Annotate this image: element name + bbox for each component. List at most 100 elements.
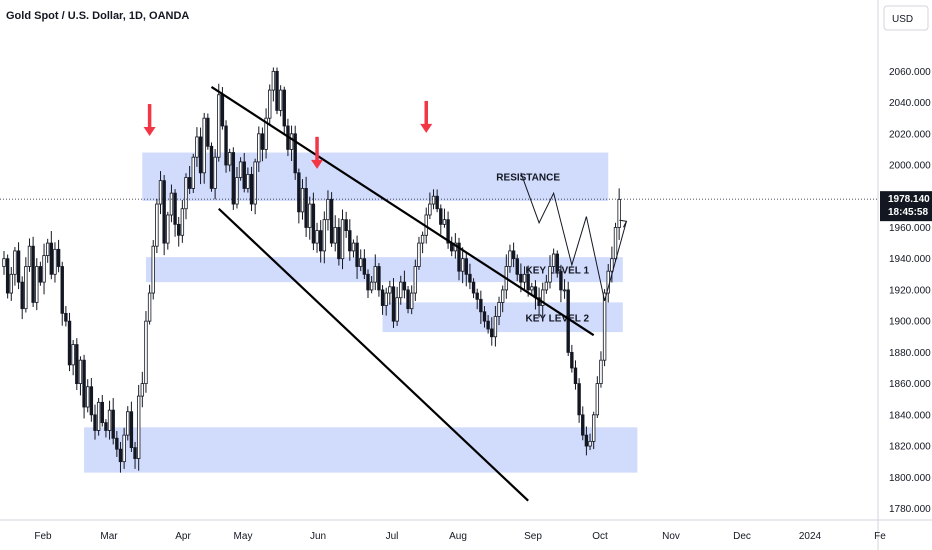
candle-body <box>559 270 563 291</box>
y-tick-label: 1920.000 <box>889 285 931 296</box>
candle-body <box>308 203 312 228</box>
candle-body <box>227 152 232 166</box>
candle-body <box>5 258 10 294</box>
candle-body <box>282 89 286 127</box>
candle-body <box>442 219 447 225</box>
candle-body <box>53 248 57 275</box>
candle-body <box>384 292 388 306</box>
candle-body <box>293 133 297 174</box>
candle-body <box>242 161 246 189</box>
candle-body <box>610 258 614 272</box>
y-tick-label: 2040.000 <box>889 98 931 109</box>
candle-body <box>71 344 75 366</box>
y-tick-label: 1780.000 <box>889 504 931 515</box>
candle-body <box>235 177 239 205</box>
candle-body <box>395 297 399 322</box>
candle-body <box>573 367 578 385</box>
candle-body <box>555 253 559 272</box>
candle-body <box>388 286 392 294</box>
candle-body <box>42 255 46 283</box>
candle-body <box>177 223 181 236</box>
candle-body <box>118 448 123 463</box>
candle-body <box>351 242 356 252</box>
candle-body <box>64 312 68 322</box>
candle-body <box>260 133 265 150</box>
candle-body <box>511 250 516 260</box>
candle-body <box>151 245 155 294</box>
y-tick-label: 1900.000 <box>889 317 931 328</box>
candle-body <box>348 230 352 252</box>
candle-body <box>13 250 17 275</box>
candle-body <box>340 219 345 260</box>
candle-body <box>297 172 301 213</box>
candle-body <box>493 316 498 338</box>
candle-body <box>490 328 494 338</box>
candle-body <box>420 234 425 244</box>
candles-layer <box>2 67 621 473</box>
candle-body <box>318 230 323 252</box>
candle-body <box>428 203 432 216</box>
candle-body <box>380 289 385 306</box>
x-tick-label: Feb <box>34 531 52 542</box>
candle-body <box>249 173 254 205</box>
candle-body <box>602 292 607 361</box>
x-tick-label: Dec <box>733 531 751 542</box>
candle-body <box>231 152 236 205</box>
candle-body <box>100 401 104 424</box>
y-tick-label: 2060.000 <box>889 67 931 78</box>
candle-body <box>35 266 39 303</box>
chart-title: Gold Spot / U.S. Dollar, 1D, OANDA <box>6 10 190 22</box>
candle-body <box>45 242 50 256</box>
zone-rect <box>145 257 623 283</box>
candle-body <box>526 273 530 291</box>
candle-body <box>129 411 134 449</box>
candle-body <box>195 136 199 158</box>
x-tick-label: Aug <box>449 531 467 542</box>
candle-body <box>75 344 79 385</box>
candle-body <box>206 117 210 147</box>
currency-label: USD <box>892 14 913 25</box>
candle-body <box>162 180 166 244</box>
candle-body <box>198 136 203 174</box>
y-tick-label: 2020.000 <box>889 129 931 140</box>
candle-body <box>271 70 276 91</box>
candle-body <box>617 198 621 228</box>
x-tick-label: Oct <box>592 531 608 542</box>
candle-body <box>60 266 64 314</box>
candle-body <box>497 302 501 317</box>
candle-body <box>522 273 527 283</box>
candle-body <box>464 258 468 275</box>
candle-body <box>446 219 450 244</box>
candle-body <box>122 434 126 463</box>
x-tick-label: 2024 <box>799 531 822 542</box>
candle-body <box>315 230 319 244</box>
candle-body <box>24 266 28 310</box>
candle-body <box>457 242 461 272</box>
candle-body <box>253 161 257 205</box>
candle-body <box>89 386 94 416</box>
candle-body <box>184 177 188 210</box>
candle-body <box>591 414 596 442</box>
candle-body <box>278 89 283 111</box>
candle-body <box>377 266 381 291</box>
trendline <box>210 86 595 337</box>
candle-body <box>391 286 396 322</box>
candle-body <box>136 395 141 459</box>
lines-layer <box>0 86 878 502</box>
candle-body <box>588 440 592 447</box>
candle-body <box>16 250 21 283</box>
candle-body <box>508 250 512 267</box>
candle-body <box>166 214 170 244</box>
candle-body <box>570 351 574 369</box>
candle-body <box>399 281 403 299</box>
candle-body <box>20 281 24 310</box>
candle-body <box>56 248 61 267</box>
candle-body <box>551 253 556 267</box>
candle-body <box>329 198 334 244</box>
x-tick-label: Nov <box>662 531 680 542</box>
y-tick-label: 1860.000 <box>889 379 931 390</box>
candle-body <box>544 281 549 291</box>
y-tick-label: 1940.000 <box>889 254 931 265</box>
